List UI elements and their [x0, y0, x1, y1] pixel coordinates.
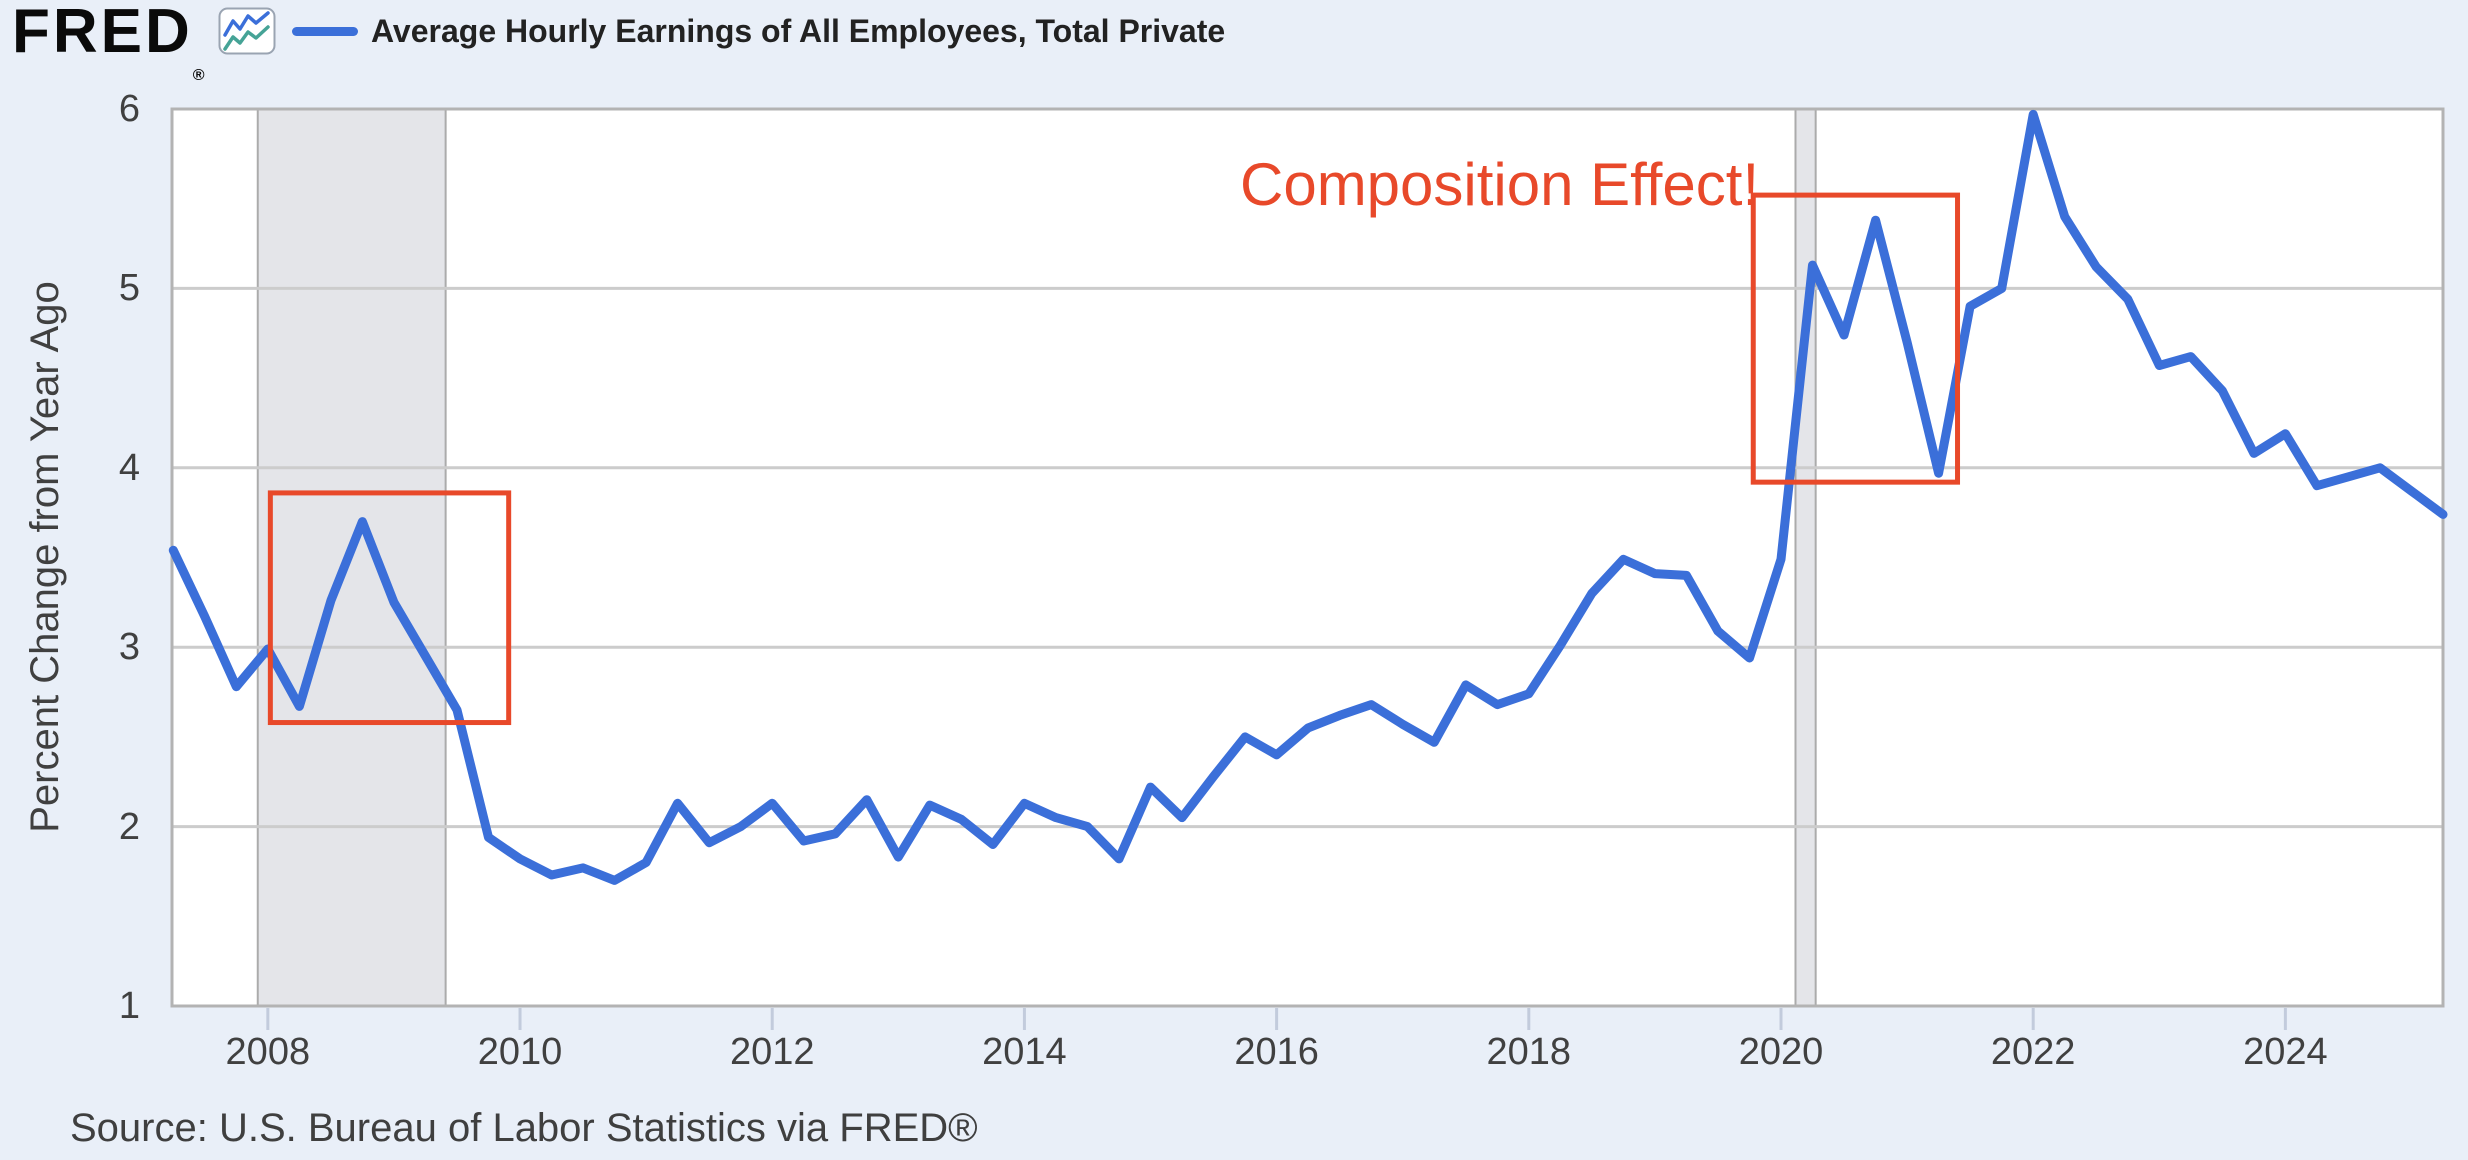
- x-tick-label: 2024: [2243, 1031, 2328, 1073]
- legend-label: Average Hourly Earnings of All Employees…: [371, 13, 1226, 49]
- data-series: [168, 109, 2448, 885]
- y-tick-label: 4: [118, 446, 140, 489]
- y-tick-label: 6: [118, 88, 140, 130]
- y-tick-label: 5: [118, 267, 140, 310]
- plot-bg-rect: [172, 109, 2443, 1006]
- fred-logo: FRED®: [12, 0, 205, 85]
- x-tick-label: 2010: [477, 1031, 563, 1073]
- y-tick-label: 2: [118, 805, 140, 848]
- recession-band: [1795, 109, 1816, 1006]
- x-tick-label: 2020: [1738, 1031, 1824, 1073]
- series-line: [168, 109, 2448, 885]
- fred-logo-chart-icon: [218, 7, 276, 55]
- fred-logo-text: FRED: [12, 0, 193, 66]
- x-tick-label: 2014: [982, 1031, 1067, 1073]
- source-text: Source: U.S. Bureau of Labor Statistics …: [70, 1106, 978, 1150]
- highlight-box: [267, 490, 512, 726]
- annotation-text: Composition Effect!: [1240, 151, 1760, 218]
- highlight-box: [1750, 192, 1961, 485]
- y-axis-title: Percent Change from Year Ago: [23, 281, 67, 833]
- legend-line-swatch: [292, 27, 358, 36]
- annotation-boxes: [267, 192, 1961, 726]
- gridlines: [172, 286, 2443, 829]
- x-tick-label: 2012: [729, 1031, 815, 1073]
- y-tick-label: 3: [118, 626, 140, 669]
- header: FRED® Average Hourly Earnings of All Emp…: [0, 0, 2468, 84]
- registered-mark: ®: [192, 67, 205, 84]
- x-tick-label: 2016: [1234, 1031, 1319, 1073]
- plot-background: [172, 109, 2443, 1006]
- x-tick-label: 2022: [1990, 1031, 2076, 1073]
- y-tick-label: 1: [118, 985, 140, 1027]
- x-tick-label: 2018: [1486, 1031, 1572, 1073]
- axis-ticks: [266, 1008, 2287, 1030]
- x-tick-label: 2008: [225, 1031, 311, 1073]
